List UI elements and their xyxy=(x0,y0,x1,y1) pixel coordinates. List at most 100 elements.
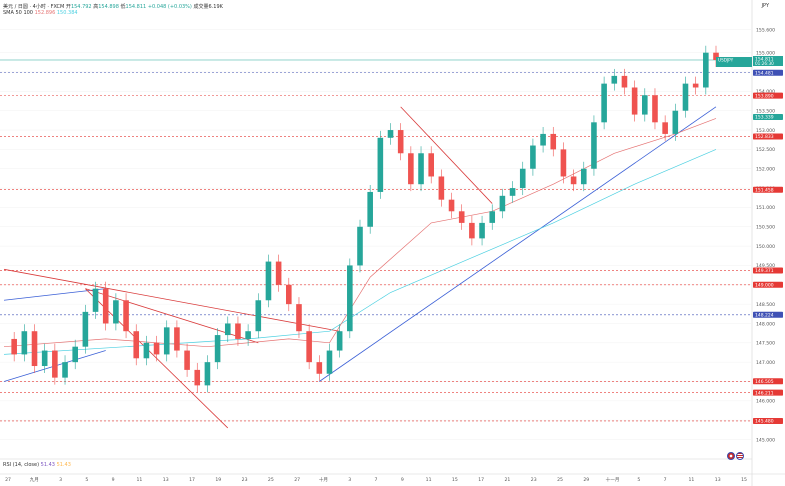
level-tag xyxy=(753,389,783,396)
x-tick-label: 13 xyxy=(715,477,721,483)
candle-body xyxy=(143,342,150,359)
level-tag xyxy=(753,417,783,424)
candle-body xyxy=(255,300,262,332)
level-tag-label: 149.000 xyxy=(755,282,774,288)
jp-flag-icon xyxy=(727,452,735,460)
low-value: 154.811 xyxy=(125,4,147,10)
trendline xyxy=(319,106,717,382)
candle-body xyxy=(703,52,709,88)
candle-body xyxy=(31,331,38,367)
candle-body xyxy=(682,83,689,111)
x-tick-label: 5 xyxy=(637,477,640,483)
x-tick-label: 3 xyxy=(59,477,62,483)
chart-legend: 美元 / 日圆 · 4小时 · FXCM 开154.792 高154.898 低… xyxy=(3,3,223,10)
y-tick-label: 153.000 xyxy=(756,128,775,134)
level-tag-label: 146.505 xyxy=(755,379,774,385)
candle-body xyxy=(499,195,506,212)
candle-body xyxy=(692,83,699,88)
ma-label: SMA 50 100 xyxy=(3,10,33,16)
candle-body xyxy=(458,211,465,223)
candle-body xyxy=(408,153,414,185)
candle-body xyxy=(72,346,78,363)
x-tick-label: 九月 xyxy=(30,476,39,483)
candle-body xyxy=(438,176,445,200)
candle-body xyxy=(113,300,119,324)
level-tag xyxy=(753,267,783,274)
x-tick-label: 25 xyxy=(268,477,274,483)
candle-body xyxy=(21,331,28,355)
x-tick-label: 23 xyxy=(531,477,537,483)
candle-body xyxy=(479,222,485,239)
volume-label: 成交量 xyxy=(193,4,209,10)
x-tick-label: 11 xyxy=(426,477,432,483)
candlesticks xyxy=(11,45,719,393)
candle-body xyxy=(286,284,292,305)
x-tick-label: 13 xyxy=(163,477,169,483)
y-tick-label: 152.000 xyxy=(756,167,775,173)
trendline xyxy=(3,288,106,301)
countdown-label: 01:26:30 xyxy=(755,61,774,66)
candle-body xyxy=(397,130,404,154)
level-tag xyxy=(753,311,783,318)
x-tick-label: 27 xyxy=(5,477,11,483)
us-flag-icon xyxy=(736,452,744,460)
candle-body xyxy=(621,75,628,88)
candle-body xyxy=(62,362,68,378)
x-tick-label: 15 xyxy=(452,477,458,483)
candle-body xyxy=(296,304,302,332)
x-tick-label: 11 xyxy=(688,477,694,483)
x-tick-label: 23 xyxy=(242,477,248,483)
level-tag-label: 154.481 xyxy=(755,70,774,76)
last-price-label: 154.811 xyxy=(755,56,774,62)
x-tick-label: 十月 xyxy=(319,476,328,483)
time-axis[interactable]: 27 九月 3 5 9 11 13 17 19 23 25 27 十月 3 7 9 11 15 17 21 23 25 29… xyxy=(5,476,747,483)
symbol-tag-label: USDJPY xyxy=(718,57,734,62)
candle-body xyxy=(204,362,211,386)
candle-body xyxy=(306,331,312,363)
candle-body xyxy=(214,335,221,363)
x-tick-label: 29 xyxy=(583,477,589,483)
change-value: +0.048 (+0.03%) xyxy=(147,4,192,10)
sma100-value: 150.384 xyxy=(56,10,78,16)
trendline xyxy=(3,268,340,332)
candle-body xyxy=(123,300,129,332)
candle-body xyxy=(662,122,668,134)
high-label: 高 xyxy=(93,4,99,10)
level-tag xyxy=(753,281,783,288)
y-tick-label: 147.000 xyxy=(756,360,775,366)
y-tick-label: 145.000 xyxy=(756,437,775,443)
level-tag-label: 153.339 xyxy=(755,115,774,121)
candle-body xyxy=(642,95,648,115)
y-tick-label: 150.000 xyxy=(756,244,775,250)
level-tag xyxy=(753,113,783,120)
candle-body xyxy=(41,350,48,367)
y-tick-label: 149.500 xyxy=(756,263,775,269)
x-tick-label: 9 xyxy=(112,477,115,483)
trendline xyxy=(400,106,493,204)
currency-label: JPY xyxy=(761,3,769,9)
candle-body xyxy=(133,331,140,359)
x-tick-label: 3 xyxy=(348,477,351,483)
candle-body xyxy=(367,191,373,227)
candle-body xyxy=(713,52,719,60)
y-tick-label: 152.500 xyxy=(756,147,775,153)
price-axis[interactable]: 155.600155.000154.500154.000153.500153.0… xyxy=(716,27,783,443)
y-tick-label: 146.000 xyxy=(756,399,775,405)
sma50-line xyxy=(3,118,717,348)
candle-body xyxy=(601,83,607,123)
level-tag-label: 152.833 xyxy=(755,134,774,140)
x-tick-label: 5 xyxy=(85,477,88,483)
symbol-title: 美元 / 日圆 · 4小时 · FXCM xyxy=(3,4,65,10)
y-tick-label: 155.600 xyxy=(756,27,775,33)
candle-body xyxy=(672,110,679,134)
y-tick-label: 153.500 xyxy=(756,109,775,115)
candle-body xyxy=(530,145,536,169)
high-value: 154.898 xyxy=(98,4,119,10)
candle-body xyxy=(347,265,353,332)
level-tag-label: 151.458 xyxy=(755,187,774,193)
price-levels xyxy=(0,59,752,422)
x-tick-label: 7 xyxy=(664,477,667,483)
trendline xyxy=(85,288,259,344)
level-tag-label: 148.224 xyxy=(755,313,774,319)
